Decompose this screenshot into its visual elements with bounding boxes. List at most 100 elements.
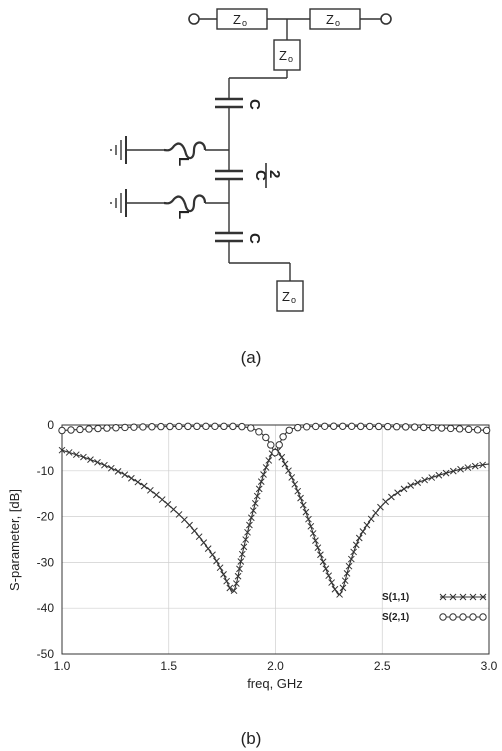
data-point xyxy=(211,422,219,431)
y-tick-label: 0 xyxy=(47,418,54,432)
data-point xyxy=(419,423,428,432)
shunt-inductor-1: L xyxy=(126,141,229,166)
circuit-diagram: Z o Z o Z o C xyxy=(110,8,392,312)
data-point xyxy=(148,423,156,431)
data-point xyxy=(303,423,311,431)
data-point xyxy=(437,424,446,432)
chart-tick-labels: 1.0 1.5 2.0 2.5 3.0 0 -10 -20 -30 -40 -50 xyxy=(37,418,498,673)
data-point xyxy=(285,467,292,475)
impedance-label: Z xyxy=(326,12,334,27)
data-point xyxy=(291,480,299,488)
data-point xyxy=(414,479,421,487)
data-point xyxy=(251,499,259,507)
data-point xyxy=(213,557,220,565)
s-parameter-chart: 1.0 1.5 2.0 2.5 3.0 0 -10 -20 -30 -40 -50 freq, GH… xyxy=(7,418,498,691)
data-point xyxy=(191,527,198,535)
data-point xyxy=(394,489,401,497)
data-point xyxy=(134,478,142,486)
data-point xyxy=(325,572,333,580)
data-point xyxy=(233,580,240,587)
data-point xyxy=(449,467,457,475)
data-point xyxy=(223,577,230,585)
chart-series xyxy=(58,422,491,598)
series-impedance-1: Z o xyxy=(216,8,268,30)
data-point xyxy=(377,503,384,511)
capacitor-label: C xyxy=(246,99,263,110)
x-tick-label: 2.0 xyxy=(267,659,284,673)
data-point xyxy=(153,491,160,499)
data-point xyxy=(297,494,304,502)
data-point xyxy=(253,492,261,500)
legend-marker xyxy=(449,613,457,621)
data-point xyxy=(392,423,401,431)
output-port-terminal xyxy=(380,13,392,25)
data-point xyxy=(166,422,174,431)
data-point xyxy=(255,485,263,493)
legend-marker xyxy=(439,613,447,621)
legend-marker xyxy=(479,613,487,621)
data-point xyxy=(186,521,193,529)
data-point xyxy=(372,509,380,517)
data-point xyxy=(294,423,302,432)
y-tick-label: -30 xyxy=(37,555,55,569)
data-point xyxy=(442,469,450,477)
data-point xyxy=(338,422,347,430)
data-point xyxy=(220,422,228,431)
impedance-subscript: o xyxy=(335,18,340,28)
data-point xyxy=(309,530,317,537)
data-point xyxy=(383,422,392,431)
legend-label-s11: S(1,1) xyxy=(382,592,409,603)
capacitor-label: C xyxy=(246,233,263,244)
data-point xyxy=(94,458,101,466)
data-point xyxy=(181,516,188,524)
data-point xyxy=(164,501,172,508)
data-point xyxy=(139,423,147,431)
data-point xyxy=(202,422,210,431)
data-point xyxy=(128,474,135,482)
data-point xyxy=(230,587,238,595)
data-point xyxy=(58,446,66,454)
legend-marker xyxy=(469,593,477,601)
data-point xyxy=(305,515,312,523)
inductor-label: L xyxy=(175,210,192,219)
x-tick-label: 1.0 xyxy=(54,659,71,673)
data-point xyxy=(157,422,165,431)
data-point xyxy=(216,564,224,572)
input-port-terminal xyxy=(188,13,200,25)
data-point xyxy=(237,558,245,565)
data-point xyxy=(359,528,367,535)
data-point xyxy=(341,577,349,585)
legend-entry-s21: S(2,1) xyxy=(382,612,487,623)
data-point xyxy=(312,537,319,544)
data-point xyxy=(319,558,327,566)
series-s11 xyxy=(58,446,490,598)
data-point xyxy=(388,493,395,501)
data-point xyxy=(365,422,374,431)
data-point xyxy=(238,550,246,558)
data-point xyxy=(446,424,455,433)
data-point xyxy=(175,511,183,518)
data-point xyxy=(479,461,486,469)
data-point xyxy=(175,422,183,431)
impedance-subscript: o xyxy=(242,18,247,28)
data-point xyxy=(356,422,365,431)
data-point xyxy=(195,533,203,541)
data-point xyxy=(240,543,248,551)
data-point xyxy=(407,482,415,489)
capacitor-c-top: C xyxy=(215,97,263,110)
data-point xyxy=(184,422,192,431)
data-point xyxy=(234,572,242,580)
data-point xyxy=(94,424,102,433)
data-point xyxy=(242,536,250,543)
data-point xyxy=(170,506,177,513)
data-point xyxy=(80,453,87,461)
data-point xyxy=(347,555,355,563)
data-point xyxy=(374,422,383,431)
data-point xyxy=(121,471,129,479)
data-point xyxy=(281,460,289,468)
data-point xyxy=(350,548,358,556)
data-point xyxy=(355,534,363,542)
ground-symbol-1 xyxy=(110,136,127,164)
data-point xyxy=(238,422,246,431)
